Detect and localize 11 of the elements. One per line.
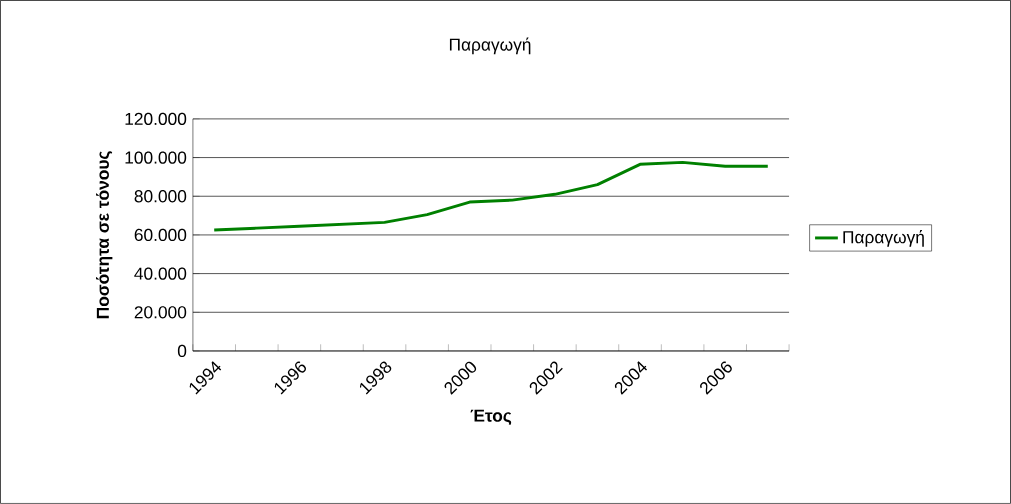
y-tick-label: 100.000 <box>125 151 187 164</box>
y-tick-label: 0 <box>177 344 187 358</box>
y-tick-label: 40.000 <box>134 267 187 280</box>
y-tick-label: 120.000 <box>125 112 187 126</box>
y-tick-label: 60.000 <box>134 228 187 242</box>
y-tick-label: 20.000 <box>134 306 187 319</box>
x-axis-title: Έτος <box>470 409 512 426</box>
y-axis-title: Ποσότητα σε τόνους <box>96 151 113 319</box>
legend-label: Παραγωγή <box>843 230 924 247</box>
chart-title: Παραγωγή <box>449 37 531 55</box>
y-tick-label: 80.000 <box>134 190 187 203</box>
